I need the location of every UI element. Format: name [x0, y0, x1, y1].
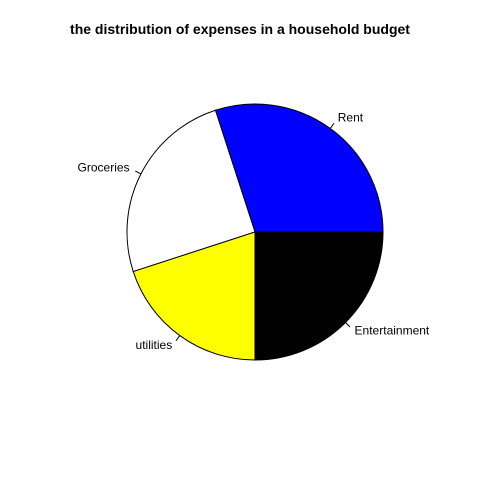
label-tick-entertainment [345, 322, 351, 328]
label-tick-groceries [135, 170, 142, 175]
pie-slice-entertainment [254, 231, 384, 361]
label-tick-utilities [175, 335, 181, 342]
pie-slice-rent [214, 103, 384, 233]
slice-label-entertainment: Entertainment [355, 324, 430, 338]
pie-slice-utilities [132, 231, 256, 361]
slice-label-utilities: utilities [136, 338, 173, 352]
label-tick-rent [329, 122, 335, 129]
chart-title: the distribution of expenses in a househ… [70, 21, 410, 37]
slice-label-groceries: Groceries [78, 160, 130, 174]
slice-label-rent: Rent [338, 110, 364, 124]
pie-slice-groceries [126, 109, 256, 273]
